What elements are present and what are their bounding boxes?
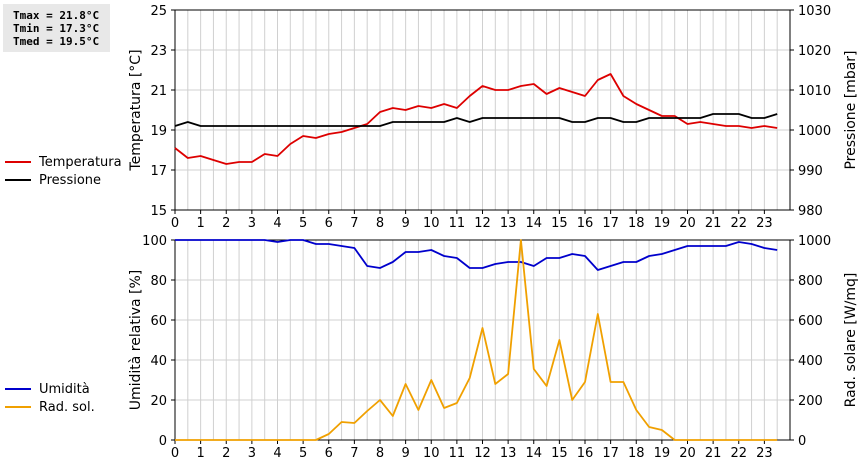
y2-tick-label: 400 <box>798 354 823 369</box>
x-tick-label: 7 <box>350 446 358 460</box>
legend-label-temperatura: Temperatura <box>39 154 122 170</box>
x-tick-label: 9 <box>401 216 409 231</box>
series-line-pressione <box>174 113 778 127</box>
x-tick-label: 3 <box>248 446 256 460</box>
x-tick-label: 9 <box>401 446 409 460</box>
legend-swatch-temperatura <box>5 161 31 163</box>
legend-label-radsol: Rad. sol. <box>39 399 95 415</box>
y-tick-label: 25 <box>150 4 167 19</box>
x-tick-label: 14 <box>525 446 542 460</box>
x-tick-label: 12 <box>474 216 491 231</box>
x-tick-label: 23 <box>756 216 773 231</box>
stat-tmed: Tmed = 19.5°C <box>13 35 100 48</box>
x-tick-label: 4 <box>273 446 281 460</box>
x-tick-label: 10 <box>423 216 440 231</box>
y-axis-label: Temperatura [°C] <box>128 49 144 171</box>
y2-tick-label: 990 <box>798 164 823 179</box>
legend-bottom: Umidità Rad. sol. <box>5 380 95 416</box>
x-tick-label: 22 <box>730 216 747 231</box>
x-tick-label: 22 <box>730 446 747 460</box>
x-tick-label: 11 <box>449 446 466 460</box>
y-tick-label: 80 <box>150 274 167 289</box>
y2-tick-label: 1010 <box>798 84 831 99</box>
y-tick-label: 17 <box>150 164 167 179</box>
x-tick-label: 15 <box>551 446 568 460</box>
y-axis-label: Umidità relativa [%] <box>128 270 144 411</box>
stats-box: Tmax = 21.8°C Tmin = 17.3°C Tmed = 19.5°… <box>3 4 110 52</box>
x-tick-label: 19 <box>654 446 671 460</box>
series-line-temperatura <box>174 73 778 165</box>
x-tick-label: 0 <box>171 216 179 231</box>
x-tick-label: 4 <box>273 216 281 231</box>
y2-tick-label: 600 <box>798 314 823 329</box>
x-tick-label: 5 <box>299 446 307 460</box>
series-line-umidit <box>175 239 778 271</box>
y-tick-label: 40 <box>150 354 167 369</box>
y2-tick-label: 980 <box>798 204 823 219</box>
x-tick-label: 2 <box>222 216 230 231</box>
legend-label-pressione: Pressione <box>39 172 102 188</box>
stat-tmax: Tmax = 21.8°C <box>13 9 100 22</box>
x-tick-label: 1 <box>196 446 204 460</box>
legend-item-umidita: Umidità <box>5 380 95 398</box>
x-tick-label: 13 <box>500 216 517 231</box>
x-tick-label: 6 <box>325 216 333 231</box>
x-tick-label: 20 <box>679 446 696 460</box>
y-tick-label: 23 <box>150 44 167 59</box>
x-tick-label: 11 <box>449 216 466 231</box>
x-tick-label: 6 <box>325 446 333 460</box>
x-tick-label: 16 <box>577 446 594 460</box>
x-tick-label: 17 <box>602 216 619 231</box>
y-tick-label: 19 <box>150 124 167 139</box>
x-tick-label: 2 <box>222 446 230 460</box>
y2-tick-label: 1020 <box>798 44 831 59</box>
x-tick-label: 18 <box>628 446 645 460</box>
x-tick-label: 10 <box>423 446 440 460</box>
y2-axis-label: Rad. solare [W/mq] <box>843 273 859 408</box>
x-tick-label: 14 <box>525 216 542 231</box>
x-tick-label: 17 <box>602 446 619 460</box>
x-tick-label: 16 <box>577 216 594 231</box>
y-tick-label: 100 <box>142 234 167 249</box>
x-tick-label: 5 <box>299 216 307 231</box>
x-tick-label: 21 <box>705 216 722 231</box>
y-tick-label: 15 <box>150 204 167 219</box>
y2-axis-label: Pressione [mbar] <box>843 50 859 169</box>
x-tick-label: 20 <box>679 216 696 231</box>
y2-tick-label: 800 <box>798 274 823 289</box>
legend-item-radsol: Rad. sol. <box>5 398 95 416</box>
series-line-rad-sol <box>175 239 778 441</box>
y2-tick-label: 1000 <box>798 234 831 249</box>
x-tick-label: 1 <box>196 216 204 231</box>
x-tick-label: 23 <box>756 446 773 460</box>
y2-tick-label: 1030 <box>798 4 831 19</box>
y2-tick-label: 0 <box>798 434 806 449</box>
y-tick-label: 60 <box>150 314 167 329</box>
x-tick-label: 3 <box>248 216 256 231</box>
x-tick-label: 21 <box>705 446 722 460</box>
stat-tmin: Tmin = 17.3°C <box>13 22 100 35</box>
x-tick-label: 13 <box>500 446 517 460</box>
legend-label-umidita: Umidità <box>39 381 90 397</box>
x-tick-label: 18 <box>628 216 645 231</box>
y-tick-label: 20 <box>150 394 167 409</box>
x-tick-label: 0 <box>171 446 179 460</box>
legend-item-pressione: Pressione <box>5 171 122 189</box>
y-tick-label: 0 <box>159 434 167 449</box>
x-tick-label: 8 <box>376 216 384 231</box>
x-tick-label: 8 <box>376 446 384 460</box>
x-tick-label: 15 <box>551 216 568 231</box>
legend-top: Temperatura Pressione <box>5 153 122 189</box>
x-tick-label: 7 <box>350 216 358 231</box>
legend-swatch-pressione <box>5 179 31 181</box>
legend-swatch-umidita <box>5 388 31 390</box>
x-tick-label: 12 <box>474 446 491 460</box>
legend-item-temperatura: Temperatura <box>5 153 122 171</box>
legend-swatch-radsol <box>5 406 31 408</box>
x-tick-label: 19 <box>654 216 671 231</box>
y-tick-label: 21 <box>150 84 167 99</box>
y2-tick-label: 200 <box>798 394 823 409</box>
y2-tick-label: 1000 <box>798 124 831 139</box>
